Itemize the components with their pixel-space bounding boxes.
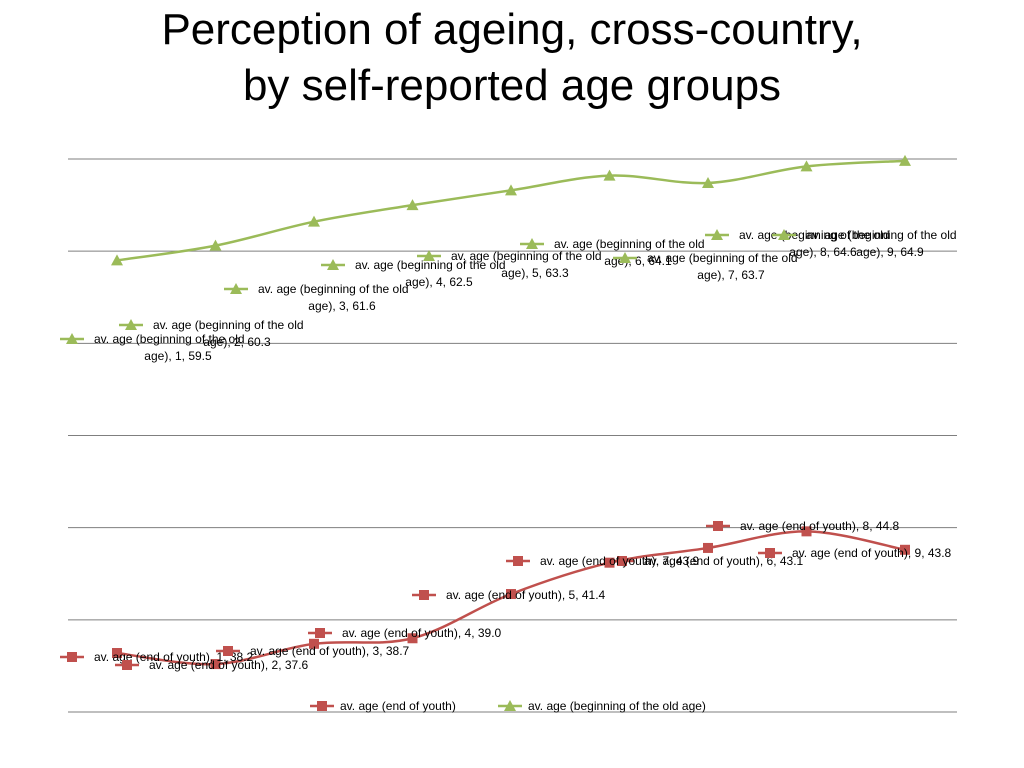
- data-label: av. age (beginning of the old age), 4, 62…: [321, 258, 506, 289]
- legend-key-marker: [504, 700, 516, 711]
- square-marker: [407, 633, 418, 644]
- triangle-marker: [209, 239, 222, 251]
- data-label-key-marker: [423, 250, 435, 261]
- triangle-marker: [406, 199, 419, 211]
- data-label: av. age (beginning of the old age), 9, 64…: [772, 228, 957, 259]
- triangle-marker: [111, 254, 123, 266]
- data-label-key-marker: [513, 556, 523, 566]
- data-label: av. age (end of youth), 8, 44.8: [706, 519, 900, 533]
- data-label-key-marker: [526, 238, 538, 249]
- data-label-text: av. age (end of youth), 8, 44.8: [740, 519, 900, 533]
- chart-title: Perception of ageing, cross-country, by …: [0, 2, 1024, 114]
- square-marker: [703, 542, 713, 553]
- data-label-text: av. age (beginning of the old: [258, 282, 409, 296]
- data-label-key-marker: [122, 660, 132, 670]
- data-label-text: age), 9, 64.9: [856, 245, 924, 259]
- data-label-text: av. age (beginning of the old: [94, 332, 245, 346]
- legend-item: av. age (end of youth): [310, 699, 456, 713]
- data-label-text: age), 8, 64.6: [789, 245, 857, 259]
- data-label-key-marker: [711, 229, 723, 240]
- legend: av. age (end of youth) av. age (beginning…: [310, 699, 706, 713]
- data-label-text: av. age (end of youth), 1, 38.2: [94, 650, 254, 664]
- series-line: [116, 159, 906, 262]
- data-label: av. age (end of youth), 6, 43.1: [610, 554, 804, 568]
- data-label: av. age (end of youth), 2, 37.6: [115, 658, 309, 672]
- data-label: av. age (end of youth), 9, 43.8: [758, 546, 952, 560]
- data-label-key-marker: [223, 646, 233, 656]
- data-label-key-marker: [617, 556, 627, 566]
- data-label: av. age (beginning of the old age), 5, 63…: [417, 249, 602, 280]
- data-label-text: av. age (beginning of the old: [153, 318, 304, 332]
- data-label-key-marker: [327, 259, 339, 270]
- data-labels: av. age (end of youth), 1, 38.2av. age (…: [60, 228, 957, 672]
- triangle-marker: [308, 215, 320, 227]
- data-label-text: av. age (end of youth), 2, 37.6: [149, 658, 309, 672]
- data-label: av. age (beginning of the old age), 1, 59…: [60, 332, 245, 363]
- data-label-text: age), 3, 61.6: [308, 299, 376, 313]
- legend-key-marker: [317, 701, 327, 711]
- square-marker: [604, 557, 615, 568]
- data-label-text: age), 4, 62.5: [405, 275, 473, 289]
- triangle-marker: [702, 176, 714, 188]
- data-label: av. age (end of youth), 7, 43.9: [506, 554, 700, 568]
- data-label: av. age (beginning of the old age), 7, 63…: [613, 251, 798, 282]
- triangle-marker: [505, 184, 517, 196]
- data-label: av. age (end of youth), 4, 39.0: [308, 626, 502, 640]
- chart-title-line-2: by self-reported age groups: [242, 61, 782, 110]
- data-label-text: age), 1, 59.5: [144, 349, 212, 363]
- data-label-text: age), 2, 60.3: [203, 335, 271, 349]
- data-label-key-marker: [67, 652, 77, 662]
- data-label-key-marker: [765, 548, 775, 558]
- legend-label: av. age (beginning of the old age): [528, 699, 706, 713]
- chart-title-line-1: Perception of ageing, cross-country,: [161, 5, 863, 54]
- square-marker: [506, 589, 516, 600]
- data-label: av. age (end of youth), 1, 38.2: [60, 650, 254, 664]
- triangle-marker: [800, 160, 813, 172]
- data-label-key-marker: [713, 521, 723, 531]
- square-marker: [801, 526, 812, 537]
- data-label-text: av. age (end of youth), 6, 43.1: [644, 554, 804, 568]
- data-label-text: age), 7, 63.7: [697, 268, 765, 282]
- data-label-key-marker: [778, 229, 790, 240]
- data-label-key-marker: [230, 283, 242, 294]
- data-label-text: av. age (end of youth), 9, 43.8: [792, 546, 952, 560]
- data-label-key-marker: [66, 333, 78, 344]
- triangle-marker: [603, 169, 616, 181]
- data-label: av. age (beginning of the old age), 3, 61…: [224, 282, 409, 313]
- data-label-key-marker: [125, 319, 137, 330]
- data-label-text: age), 5, 63.3: [501, 266, 569, 280]
- square-marker: [900, 544, 910, 555]
- data-label: av. age (beginning of the old age), 8, 64…: [705, 228, 890, 259]
- data-label-text: av. age (beginning of the old: [355, 258, 506, 272]
- data-label-text: av. age (beginning of the old: [451, 249, 602, 263]
- data-label-text: av. age (end of youth), 5, 41.4: [446, 588, 606, 602]
- data-label: av. age (end of youth), 3, 38.7: [216, 644, 410, 658]
- square-marker: [309, 638, 319, 649]
- data-label-text: av. age (end of youth), 3, 38.7: [250, 644, 410, 658]
- series-markers: [111, 154, 911, 670]
- legend-label: av. age (end of youth): [340, 699, 456, 713]
- square-marker: [112, 648, 122, 659]
- data-label-text: av. age (end of youth), 4, 39.0: [342, 626, 502, 640]
- data-label-key-marker: [419, 590, 429, 600]
- data-label-text: av. age (beginning of the old: [806, 228, 957, 242]
- square-marker: [210, 659, 221, 670]
- triangle-marker: [899, 154, 911, 166]
- data-label-text: av. age (beginning of the old: [647, 251, 798, 265]
- data-label-key-marker: [315, 628, 325, 638]
- data-label-text: av. age (beginning of the old: [554, 237, 705, 251]
- data-label-text: av. age (beginning of the old: [739, 228, 890, 242]
- legend-item: av. age (beginning of the old age): [498, 699, 706, 713]
- data-label: av. age (beginning of the old age), 2, 60…: [119, 318, 304, 349]
- data-label-text: av. age (end of youth), 7, 43.9: [540, 554, 700, 568]
- data-label-key-marker: [619, 252, 631, 263]
- data-label: av. age (end of youth), 5, 41.4: [412, 588, 606, 602]
